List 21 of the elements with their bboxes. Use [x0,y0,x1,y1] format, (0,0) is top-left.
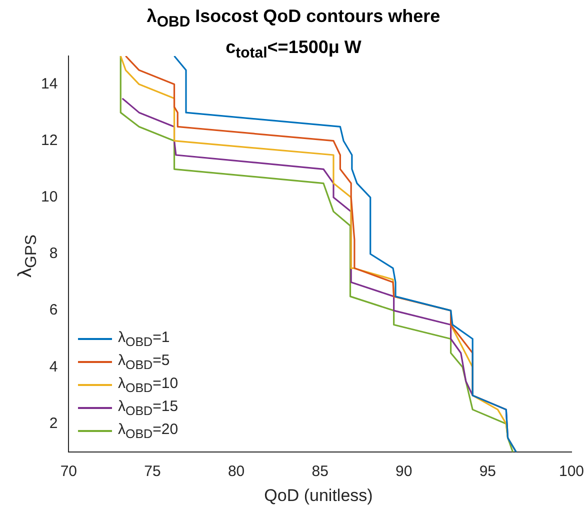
y-tick-label: 14 [40,75,58,92]
y-tick-label: 4 [49,358,58,376]
legend-label: λ$_{OBD}$=10 [118,374,178,394]
x-tick-label: 85 [312,463,328,480]
y-tick-label: 12 [40,132,58,149]
x-tick-label: 75 [144,463,161,480]
x-tick-label: 80 [228,463,245,480]
y-tick-label: 10 [40,188,58,206]
legend-label: λ$_{OBD}$=15 [118,398,178,418]
x-tick-label: 90 [396,463,412,480]
y-tick-label: 6 [49,302,58,319]
x-tick-label: 70 [60,463,78,480]
legend-label: λ$_{OBD}$=1 [118,328,170,348]
y-tick-label: 2 [49,414,58,432]
x-axis-title: QoD (unitless) [263,486,374,506]
legend-label: λ$_{OBD}$=20 [118,420,178,440]
x-tick-label: 100 [558,463,584,480]
legend-label: λ$_{OBD}$=5 [118,352,170,372]
chart-title: λ$_{OBD}$ Isocost QoD contours where c$_{total}$<=1500μ W [146,5,442,64]
y-tick-label: 8 [49,245,58,262]
x-tick-label: 95 [479,463,496,480]
